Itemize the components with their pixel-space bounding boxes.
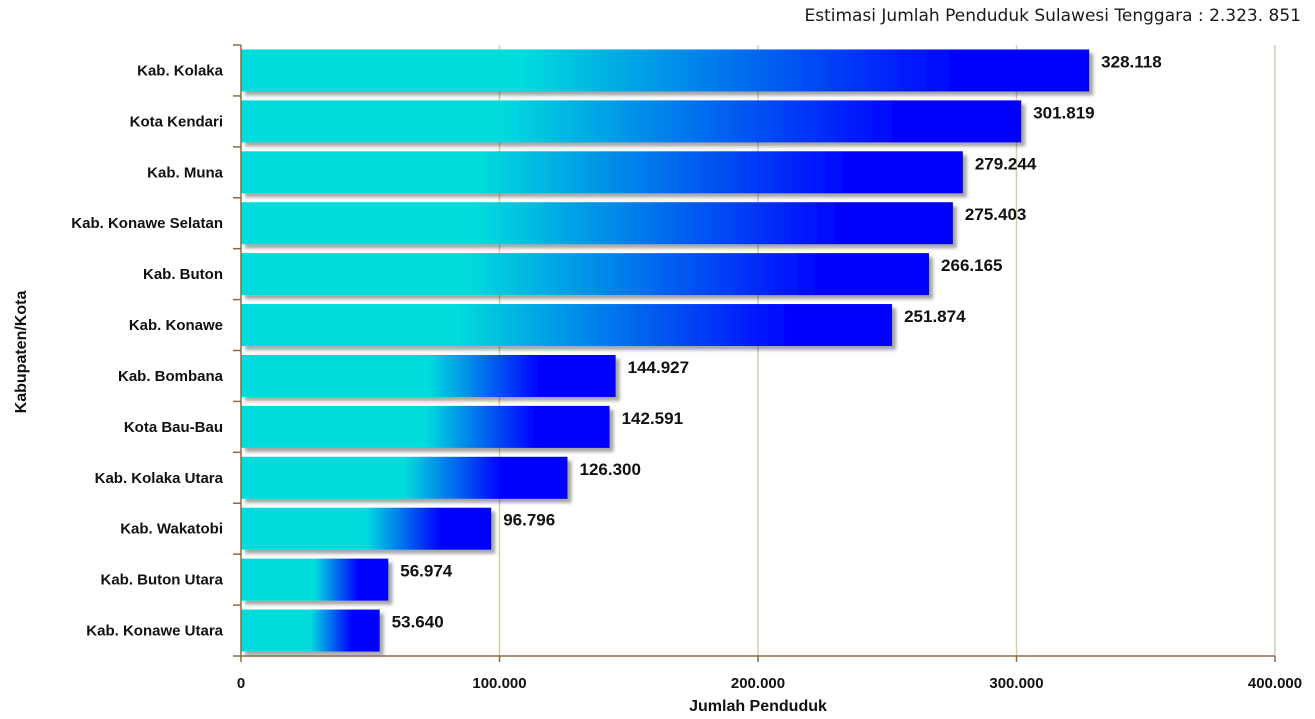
axes — [233, 44, 1276, 662]
bar-kab-wakatobi — [241, 507, 492, 550]
value-label: 53.640 — [392, 613, 444, 632]
value-label: 328.118 — [1101, 52, 1162, 71]
value-label: 266.165 — [941, 256, 1002, 275]
x-tick-label: 300.000 — [989, 675, 1043, 692]
value-label: 275.403 — [965, 205, 1026, 224]
bar-kab-kolaka — [241, 49, 1090, 92]
x-tick-label: 400.000 — [1248, 675, 1302, 692]
y-axis-title: Kabupaten/Kota — [13, 291, 30, 414]
x-tick-label: 0 — [237, 675, 245, 692]
bars — [241, 49, 1090, 652]
value-label: 251.874 — [904, 307, 966, 326]
category-label: Kab. Kolaka — [137, 62, 224, 79]
page-title: Estimasi Jumlah Penduduk Sulawesi Tengga… — [804, 6, 1301, 26]
labels: 0 100.000 200.000 300.000 400.000 Kab. Kolaka… — [71, 52, 1302, 692]
bar-kab-konawe-selatan — [241, 202, 953, 245]
category-label: Kab. Buton Utara — [100, 572, 223, 589]
value-label: 96.796 — [503, 511, 555, 530]
category-label: Kab. Bombana — [118, 368, 224, 385]
bar-kota-bau-bau — [241, 405, 610, 448]
bar-kab-muna — [241, 151, 963, 194]
value-label: 279.244 — [975, 154, 1037, 173]
category-label: Kab. Kolaka Utara — [95, 470, 224, 487]
bar-kab-bombana — [241, 354, 616, 397]
x-tick-label: 200.000 — [731, 675, 785, 692]
bar-kab-kolaka-utara — [241, 456, 568, 499]
category-label: Kab. Buton — [143, 266, 223, 283]
category-label: Kab. Wakatobi — [120, 521, 223, 538]
bar-kab-buton-utara — [241, 558, 389, 601]
category-label: Kab. Konawe — [129, 317, 223, 334]
value-label: 301.819 — [1033, 103, 1094, 122]
value-label: 142.591 — [622, 409, 683, 428]
category-label: Kab. Muna — [147, 164, 223, 181]
x-axis-title: Jumlah Penduduk — [689, 698, 827, 715]
category-label: Kota Bau-Bau — [124, 419, 223, 436]
value-label: 126.300 — [579, 460, 640, 479]
gridlines — [498, 45, 1276, 656]
category-label: Kab. Konawe Selatan — [71, 215, 223, 232]
x-tick-label: 100.000 — [472, 675, 526, 692]
value-label: 56.974 — [400, 562, 453, 581]
bar-kab-konawe-utara — [241, 609, 380, 652]
bar-kota-kendari — [241, 100, 1022, 143]
category-label: Kab. Konawe Utara — [86, 623, 223, 640]
bar-kab-konawe — [241, 304, 893, 347]
bar-kab-buton — [241, 253, 930, 296]
value-label: 144.927 — [628, 358, 689, 377]
category-label: Kota Kendari — [130, 113, 223, 130]
